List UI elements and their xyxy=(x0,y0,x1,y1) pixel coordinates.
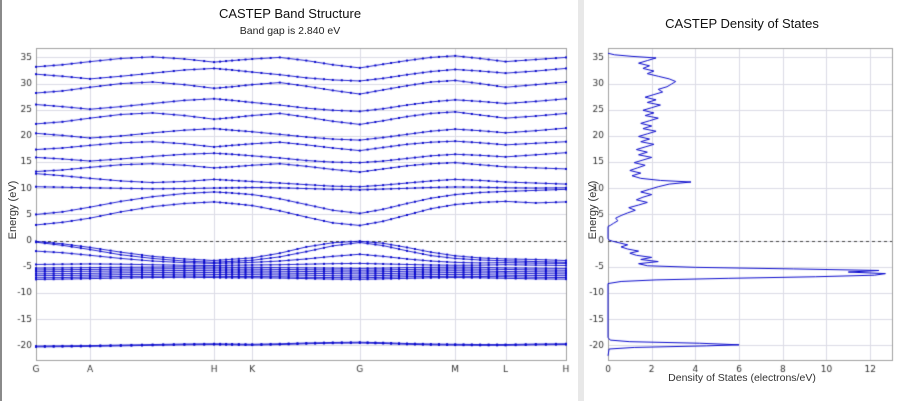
dos-x-axis-label: Density of States (electrons/eV) xyxy=(668,372,816,384)
density-of-states-panel: CASTEP Density of States Energy (eV) Den… xyxy=(584,0,900,401)
band-structure-title: CASTEP Band Structure xyxy=(218,6,362,21)
band-structure-plot xyxy=(2,40,578,392)
dos-title: CASTEP Density of States xyxy=(665,16,819,31)
density-of-states-plot xyxy=(584,40,900,380)
band-structure-panel: CASTEP Band Structure Band gap is 2.840 … xyxy=(2,0,578,401)
window-left-edge xyxy=(0,0,2,401)
band-gap-subtitle: Band gap is 2.840 eV xyxy=(239,25,341,37)
